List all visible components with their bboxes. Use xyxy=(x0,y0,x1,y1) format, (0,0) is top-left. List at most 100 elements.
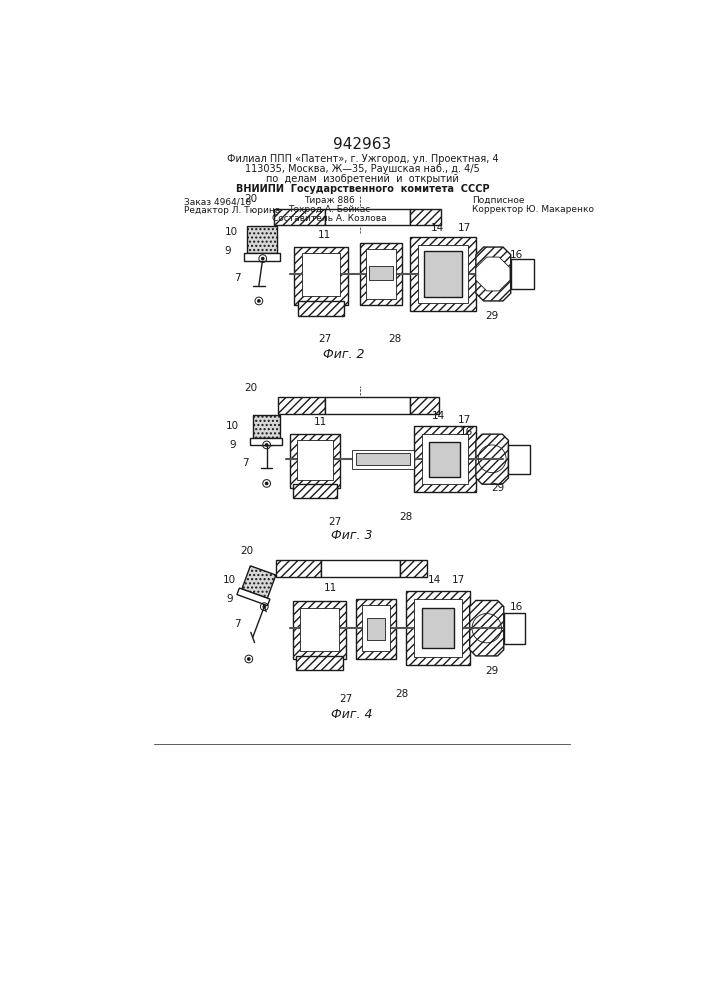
Bar xyxy=(352,450,414,469)
Bar xyxy=(274,209,325,225)
Bar xyxy=(406,591,469,665)
Text: Техред А. Бойкас: Техред А. Бойкас xyxy=(288,205,370,214)
Circle shape xyxy=(247,658,250,660)
Circle shape xyxy=(262,257,264,260)
Text: Филиал ППП «Патент», г. Ужгород, ул. Проектная, 4: Филиал ППП «Патент», г. Ужгород, ул. Про… xyxy=(226,154,498,164)
Bar xyxy=(298,301,344,316)
Text: 11: 11 xyxy=(318,231,332,240)
Bar xyxy=(301,253,340,296)
Text: 27: 27 xyxy=(318,334,332,344)
Text: 14: 14 xyxy=(431,223,444,233)
Bar xyxy=(356,453,410,465)
Bar xyxy=(250,438,282,445)
Bar xyxy=(424,251,462,297)
Bar xyxy=(293,484,337,498)
Text: 10: 10 xyxy=(223,575,236,585)
Bar xyxy=(356,599,396,659)
Text: Тираж 886: Тираж 886 xyxy=(304,196,355,205)
Polygon shape xyxy=(476,247,510,301)
Text: 11: 11 xyxy=(314,417,327,427)
Bar xyxy=(325,397,410,414)
Bar xyxy=(421,608,454,648)
Circle shape xyxy=(265,444,268,446)
Bar xyxy=(276,560,321,577)
Text: ВНИИПИ  Государственного  комитета  СССР: ВНИИПИ Государственного комитета СССР xyxy=(235,184,489,194)
Circle shape xyxy=(258,300,260,302)
Bar xyxy=(414,599,462,657)
Text: Подписное: Подписное xyxy=(472,196,525,205)
Polygon shape xyxy=(237,588,270,606)
Text: 9: 9 xyxy=(229,440,236,450)
Text: 27: 27 xyxy=(328,517,341,527)
Bar xyxy=(362,605,390,651)
Polygon shape xyxy=(242,566,276,598)
Polygon shape xyxy=(476,434,508,484)
Text: 942963: 942963 xyxy=(333,137,391,152)
Text: 9: 9 xyxy=(226,594,233,604)
Bar xyxy=(252,415,280,438)
Bar xyxy=(297,440,333,480)
Text: 17: 17 xyxy=(452,575,465,585)
Text: 11: 11 xyxy=(324,583,337,593)
Text: 20: 20 xyxy=(240,546,254,556)
Text: 10: 10 xyxy=(226,421,239,431)
Bar xyxy=(421,434,468,484)
Text: 7: 7 xyxy=(242,458,248,468)
Text: 113035, Москва, Ж—35, Раушская наб., д. 4/5: 113035, Москва, Ж—35, Раушская наб., д. … xyxy=(245,164,480,174)
Text: 7: 7 xyxy=(234,273,240,283)
Circle shape xyxy=(263,605,265,608)
Bar xyxy=(414,426,476,492)
Text: 14: 14 xyxy=(428,575,440,585)
Text: по  делам  изобретений  и  открытий: по делам изобретений и открытий xyxy=(266,174,459,184)
Bar xyxy=(510,259,534,289)
Text: 16: 16 xyxy=(510,250,522,260)
Text: 16: 16 xyxy=(510,602,522,612)
Text: 17: 17 xyxy=(457,415,471,425)
Bar xyxy=(321,560,400,577)
Text: 7: 7 xyxy=(234,619,240,629)
Polygon shape xyxy=(469,600,504,656)
Text: 29: 29 xyxy=(491,483,504,493)
Text: 29: 29 xyxy=(485,311,498,321)
Text: 28: 28 xyxy=(399,512,413,522)
Bar xyxy=(369,266,393,280)
Text: Редактор Л. Тюрина: Редактор Л. Тюрина xyxy=(185,206,281,215)
Bar xyxy=(244,253,280,261)
Text: Заказ 4964/18: Заказ 4964/18 xyxy=(185,197,252,206)
Text: 28: 28 xyxy=(388,334,401,344)
Text: 20: 20 xyxy=(245,194,257,204)
Polygon shape xyxy=(476,257,510,291)
Text: Фиг. 3: Фиг. 3 xyxy=(331,529,373,542)
Bar xyxy=(290,434,340,488)
Text: 28: 28 xyxy=(396,689,409,699)
Bar xyxy=(279,397,325,414)
Bar xyxy=(325,209,410,225)
Text: Фиг. 2: Фиг. 2 xyxy=(323,348,365,361)
Text: 14: 14 xyxy=(432,411,445,421)
Text: 20: 20 xyxy=(245,383,257,393)
Bar xyxy=(360,243,402,305)
Text: Составитель А. Козлова: Составитель А. Козлова xyxy=(272,214,387,223)
Text: 16: 16 xyxy=(460,427,473,437)
Text: Корректор Ю. Макаренко: Корректор Ю. Макаренко xyxy=(472,205,594,214)
Text: 27: 27 xyxy=(339,694,352,704)
Bar xyxy=(504,613,525,644)
Bar xyxy=(367,618,385,640)
Text: 17: 17 xyxy=(457,223,471,233)
Bar xyxy=(300,608,339,651)
Text: Фиг. 4: Фиг. 4 xyxy=(331,708,373,721)
Bar xyxy=(429,442,460,477)
Bar xyxy=(508,445,530,474)
Bar xyxy=(366,249,396,299)
Bar xyxy=(296,656,343,670)
Bar xyxy=(410,237,476,311)
Text: 9: 9 xyxy=(225,246,231,256)
Text: 29: 29 xyxy=(485,666,498,676)
Bar xyxy=(247,226,276,253)
Bar xyxy=(400,560,427,577)
Bar xyxy=(293,247,348,305)
Bar xyxy=(410,209,441,225)
Text: 10: 10 xyxy=(226,227,238,237)
Circle shape xyxy=(265,482,268,485)
Bar xyxy=(410,397,440,414)
